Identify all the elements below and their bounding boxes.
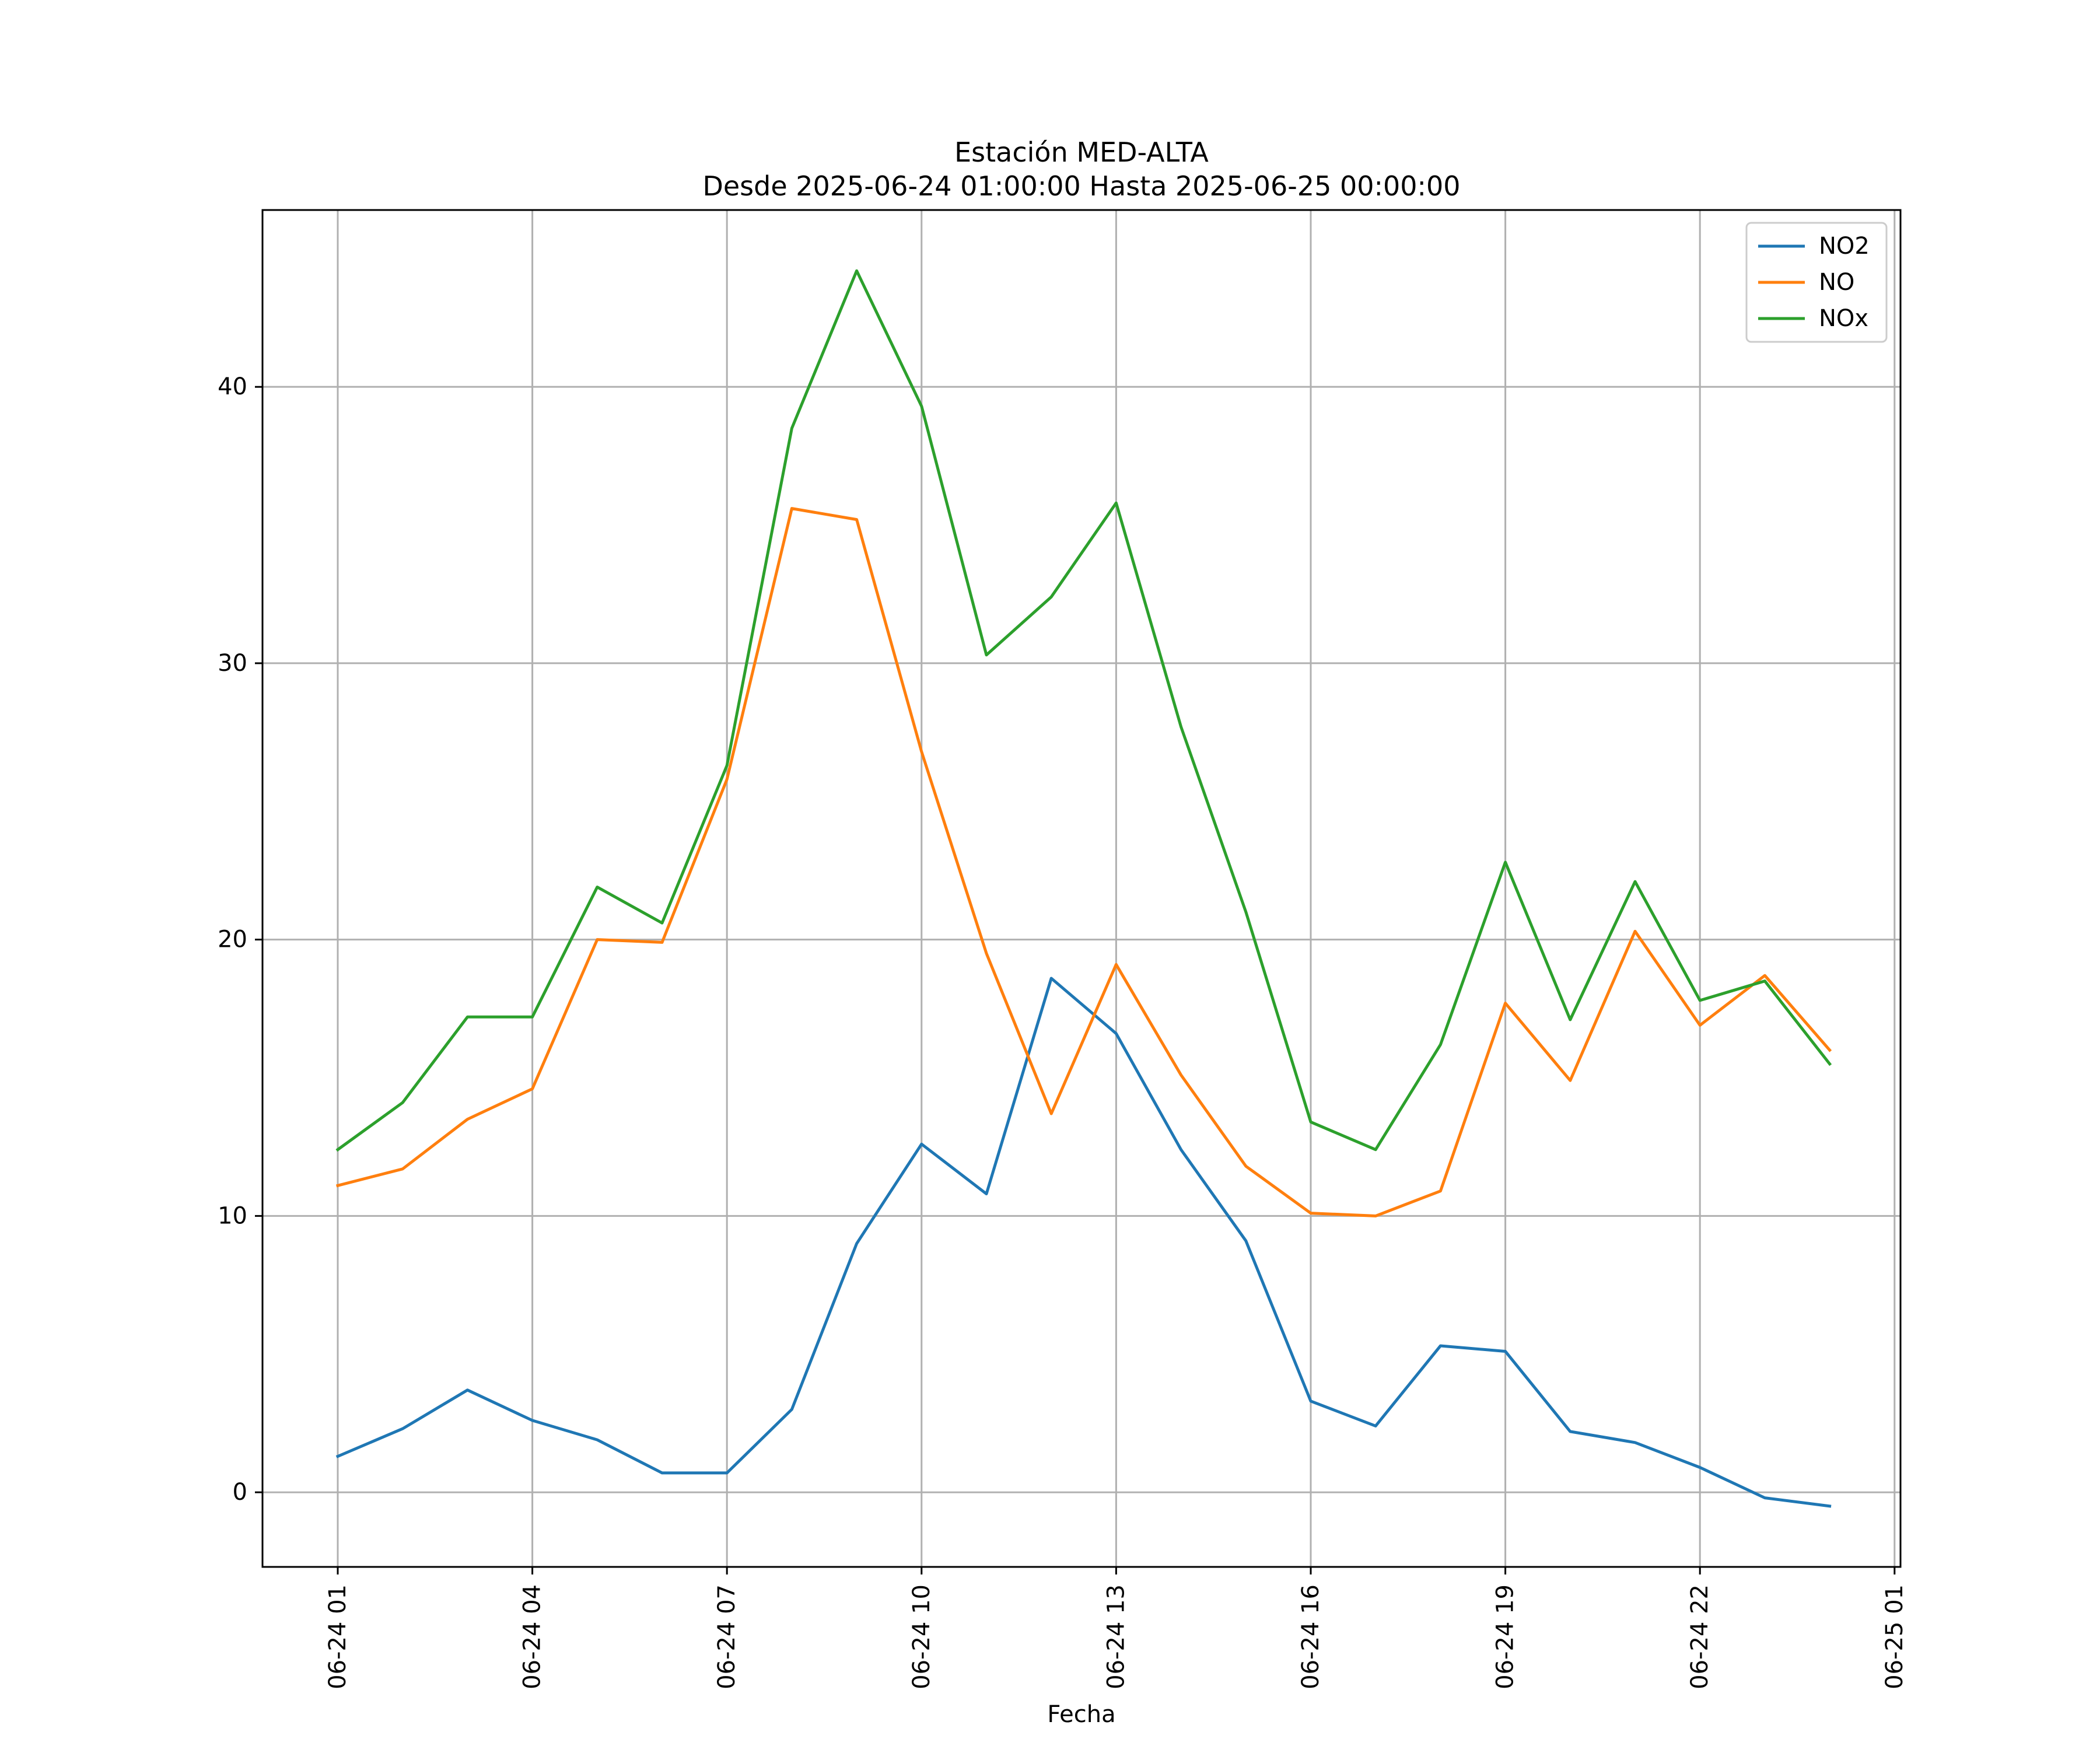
- x-tick-label: 06-24 16: [1297, 1584, 1324, 1689]
- x-tick-label: 06-24 10: [908, 1584, 935, 1689]
- y-tick-label: 30: [218, 650, 247, 677]
- legend: NO2 NO NOx: [1745, 222, 1888, 343]
- x-axis: 06-24 01 06-24 04 06-24 07 06-24 10 06-24 13…: [324, 1567, 1908, 1689]
- x-tick-label: 06-24 07: [713, 1584, 740, 1689]
- grid: [262, 210, 1901, 1567]
- series-line-no: [335, 507, 1832, 1217]
- series-line-no2: [335, 977, 1832, 1508]
- y-tick-label: 10: [218, 1202, 247, 1229]
- series-line-nox: [335, 269, 1832, 1152]
- legend-label: NOx: [1819, 305, 1868, 332]
- y-tick-label: 40: [218, 373, 247, 400]
- y-tick-label: 0: [233, 1479, 247, 1506]
- legend-box: [1745, 222, 1888, 343]
- x-axis-label: Fecha: [1047, 1701, 1115, 1728]
- x-tick-label: 06-25 01: [1881, 1584, 1908, 1689]
- y-tick-label: 20: [218, 926, 247, 953]
- chart-title: Estación MED-ALTA: [954, 137, 1209, 168]
- y-axis: 0 10 20 30 40: [218, 373, 262, 1506]
- x-tick-label: 06-24 13: [1102, 1584, 1129, 1689]
- legend-label: NO: [1819, 269, 1854, 296]
- legend-label: NO2: [1819, 233, 1870, 260]
- x-tick-label: 06-24 19: [1492, 1584, 1519, 1689]
- plot-frame: [261, 209, 1902, 1568]
- x-tick-label: 06-24 01: [324, 1584, 351, 1689]
- x-tick-label: 06-24 04: [519, 1584, 546, 1689]
- series-lines: [335, 269, 1832, 1508]
- x-tick-label: 06-24 22: [1686, 1584, 1713, 1689]
- chart-subtitle: Desde 2025-06-24 01:00:00 Hasta 2025-06-…: [702, 170, 1460, 202]
